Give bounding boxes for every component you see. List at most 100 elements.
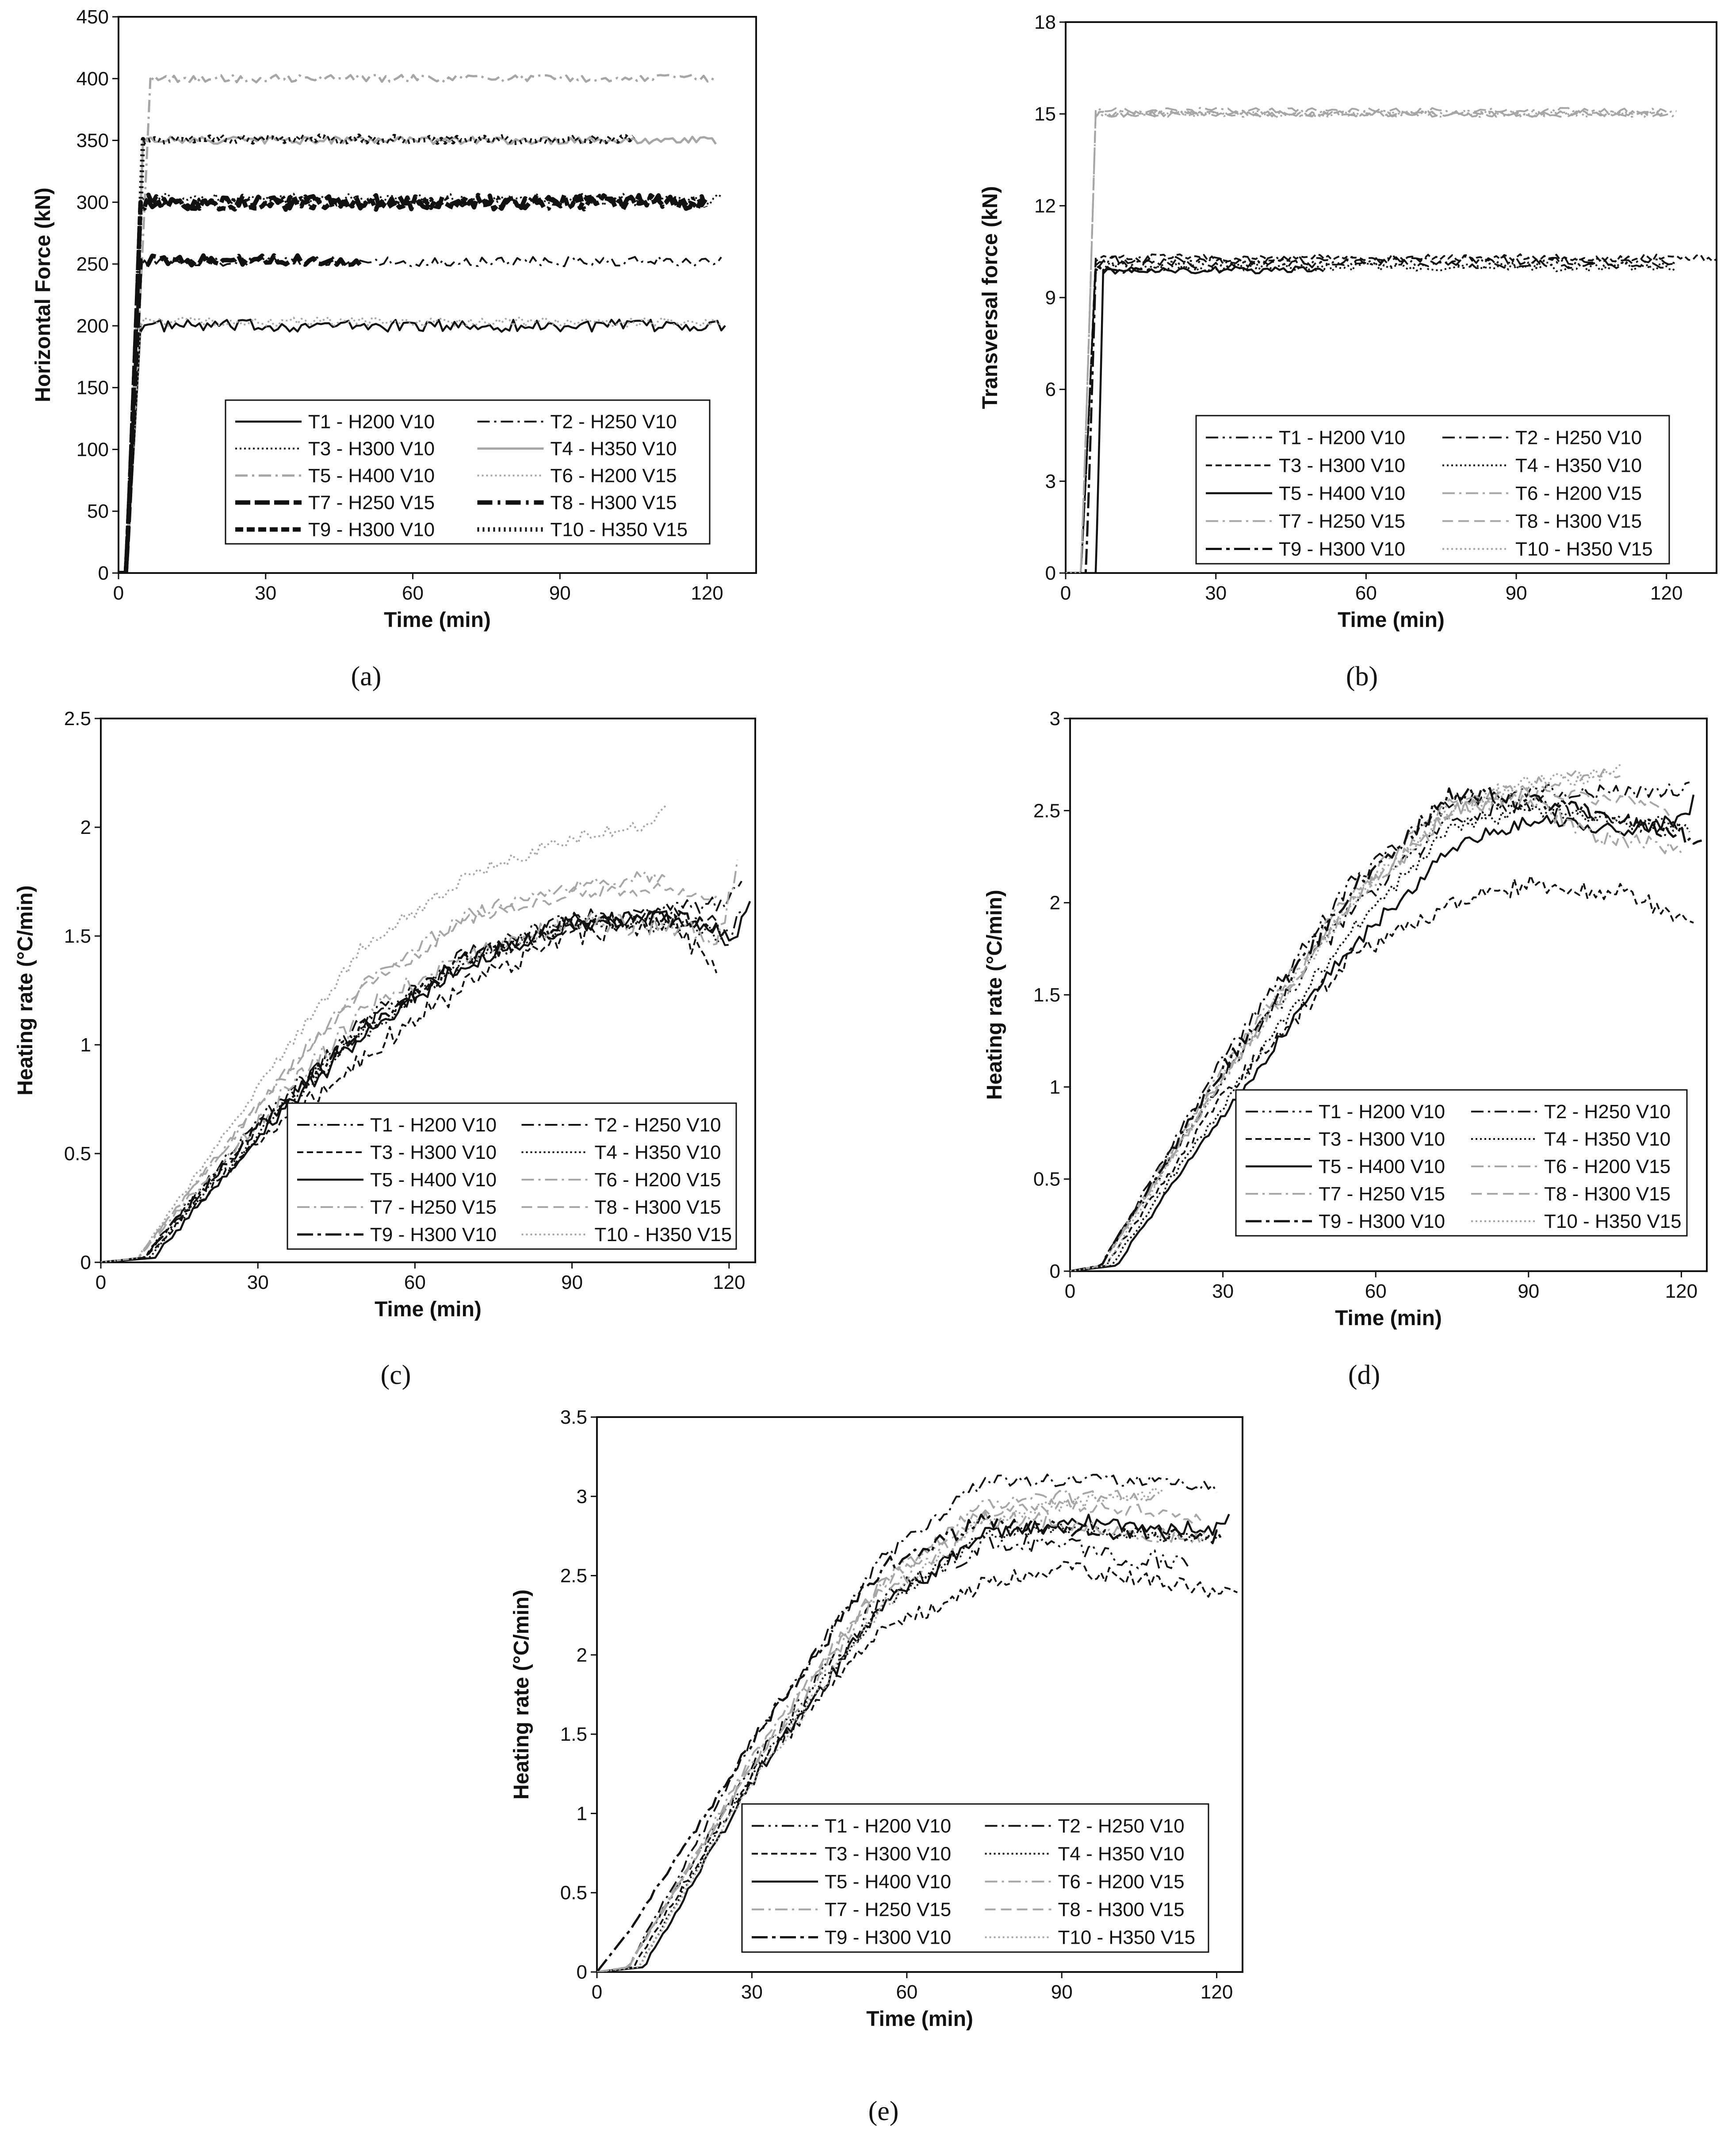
x-tick-label: 120 <box>1665 1280 1698 1302</box>
y-tick-label: 3 <box>1045 470 1056 492</box>
y-tick-label: 18 <box>1034 11 1056 33</box>
series-line <box>1066 253 1717 573</box>
legend-label: T10 - H350 V15 <box>551 519 688 541</box>
panel-label: (c) <box>381 1360 411 1390</box>
y-tick-label: 0.5 <box>64 1143 91 1165</box>
legend-label: T2 - H250 V10 <box>1515 427 1642 449</box>
y-tick-label: 6 <box>1045 379 1056 401</box>
legend-label: T9 - H300 V10 <box>370 1224 497 1246</box>
legend-label: T1 - H200 V10 <box>825 1815 951 1837</box>
legend: T1 - H200 V10 T2 - H250 V10 T3 - H300 V10 T… <box>1235 1089 1688 1237</box>
legend-label: T9 - H300 V10 <box>308 519 435 541</box>
x-tick-label: 30 <box>255 582 276 604</box>
legend-label: T6 - H200 V15 <box>1544 1156 1671 1177</box>
legend-label: T10 - H350 V15 <box>1544 1211 1682 1232</box>
series-line <box>119 192 708 573</box>
series-line <box>597 1513 1222 1972</box>
series-line <box>1070 795 1682 1271</box>
legend-label: T1 - H200 V10 <box>370 1114 497 1136</box>
y-tick-label: 250 <box>76 253 109 275</box>
legend-label: T7 - H250 V15 <box>1319 1183 1445 1205</box>
y-axis-label: Horizontal Force (kN) <box>31 187 55 402</box>
series-line <box>119 193 707 573</box>
legend-label: T2 - H250 V10 <box>1544 1101 1671 1123</box>
y-tick-label: 3.5 <box>560 1406 587 1428</box>
legend: T1 - H200 V10 T2 - H250 V10 T3 - H300 V10 T… <box>1195 415 1670 565</box>
x-tick-label: 120 <box>713 1272 745 1293</box>
series-line <box>1070 786 1702 1271</box>
legend-box <box>1195 415 1670 565</box>
x-tick-label: 0 <box>592 1981 602 2003</box>
x-tick-label: 60 <box>896 1981 918 2003</box>
series-line <box>1066 265 1324 573</box>
legend-label: T9 - H300 V10 <box>825 1927 951 1949</box>
legend-label: T2 - H250 V10 <box>551 411 677 433</box>
y-tick-label: 0 <box>98 562 109 584</box>
legend-label: T3 - H300 V10 <box>825 1843 951 1865</box>
series-line <box>119 256 722 573</box>
legend-label: T8 - H300 V15 <box>1544 1183 1671 1205</box>
legend-label: T7 - H250 V15 <box>308 492 435 514</box>
legend-label: T5 - H400 V10 <box>1279 483 1405 504</box>
series-line <box>101 871 667 1262</box>
legend-label: T3 - H300 V10 <box>1319 1128 1445 1150</box>
y-tick-label: 50 <box>87 501 109 522</box>
y-axis-label: Heating rate (°C/min) <box>983 890 1006 1100</box>
series-line <box>597 1487 1164 1972</box>
y-tick-label: 0 <box>80 1252 91 1273</box>
series-group <box>119 73 726 573</box>
series-line <box>1066 107 1677 573</box>
legend-label: T6 - H200 V15 <box>1058 1871 1185 1893</box>
chart-d: 0 30 60 90 120 0 0.5 1 1.5 2 2.5 3 Time (min) Heating… <box>983 708 1708 1390</box>
y-tick-label: 0 <box>577 1961 587 1983</box>
x-tick-label: 60 <box>1355 582 1377 604</box>
x-tick-label: 60 <box>402 582 424 604</box>
y-tick-label: 1.5 <box>560 1723 587 1745</box>
legend-label: T1 - H200 V10 <box>1319 1101 1445 1123</box>
chart-c: 0 30 60 90 120 0 0.5 1 1.5 2 2.5 Time (min) Heating … <box>14 708 756 1390</box>
y-tick-label: 2.5 <box>64 708 91 730</box>
x-tick-label: 60 <box>1365 1280 1387 1302</box>
y-tick-label: 1 <box>1050 1076 1060 1098</box>
panel-label: (a) <box>351 661 382 692</box>
series-group <box>1066 107 1717 573</box>
x-tick-label: 0 <box>1060 582 1071 604</box>
x-tick-label: 60 <box>404 1272 426 1293</box>
series-line <box>1070 781 1690 1271</box>
legend-label: T10 - H350 V15 <box>595 1224 732 1246</box>
panel-label: (b) <box>1346 661 1378 692</box>
series-line <box>597 1521 1218 1972</box>
y-tick-label: 450 <box>76 6 109 28</box>
y-tick-label: 1 <box>80 1034 91 1056</box>
x-axis-label: Time (min) <box>1338 608 1445 632</box>
legend-label: T4 - H350 V10 <box>1058 1843 1185 1865</box>
y-tick-label: 9 <box>1045 287 1056 309</box>
x-axis-label: Time (min) <box>1335 1307 1442 1330</box>
chart-a: 0 30 60 90 120 0 50 100 150 200 250 300 350 400 450 Tim… <box>31 6 757 692</box>
legend-box <box>1235 1089 1688 1237</box>
series-line <box>101 883 717 1262</box>
legend-label: T4 - H350 V10 <box>1544 1128 1671 1150</box>
x-tick-label: 0 <box>96 1272 106 1293</box>
y-tick-label: 100 <box>76 439 109 460</box>
legend: T1 - H200 V10 T2 - H250 V10 T3 - H300 V10 T… <box>741 1803 1209 1953</box>
x-tick-label: 30 <box>247 1272 269 1293</box>
y-tick-label: 2 <box>577 1644 587 1666</box>
x-tick-label: 0 <box>113 582 124 604</box>
series-line <box>1066 266 1153 573</box>
series-line <box>1070 875 1694 1271</box>
legend-label: T4 - H350 V10 <box>1515 455 1642 477</box>
y-tick-label: 150 <box>76 377 109 399</box>
series-line <box>101 910 718 1262</box>
x-axis-label: Time (min) <box>375 1298 482 1321</box>
x-axis-label: Time (min) <box>866 2007 973 2031</box>
series-line <box>101 860 738 1262</box>
x-tick-label: 120 <box>1650 582 1682 604</box>
legend-label: T3 - H300 V10 <box>308 438 435 460</box>
x-tick-label: 90 <box>1506 582 1527 604</box>
series-line <box>1070 786 1670 1271</box>
y-tick-label: 3 <box>577 1486 587 1507</box>
legend-label: T10 - H350 V15 <box>1515 539 1653 560</box>
legend-label: T6 - H200 V15 <box>595 1169 721 1191</box>
